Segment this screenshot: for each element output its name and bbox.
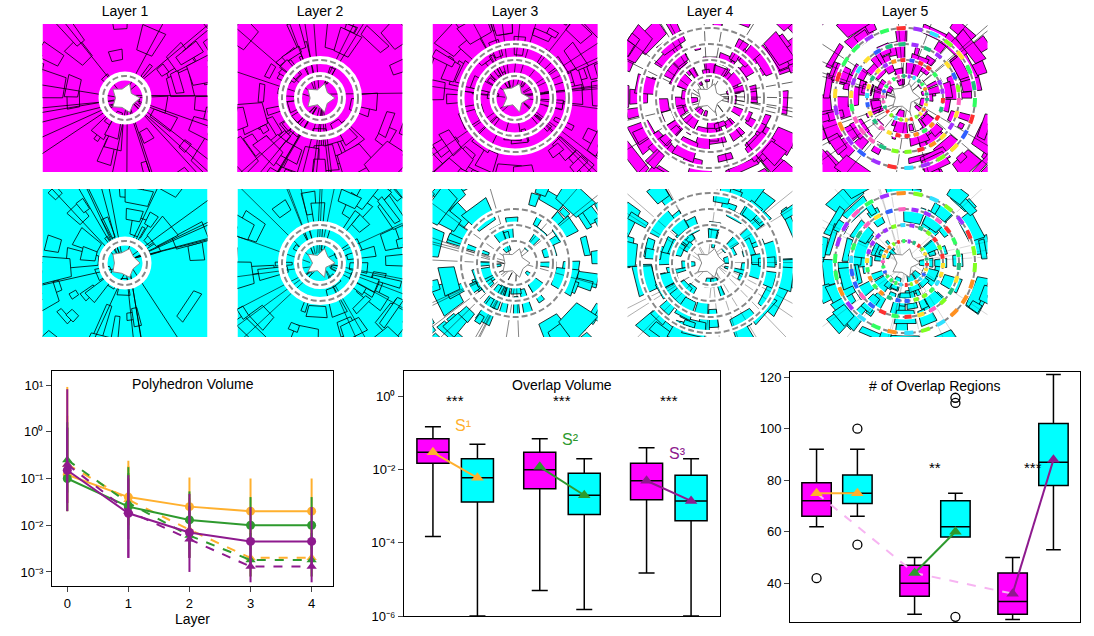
svg-text:Layer 1: Layer 1 [102,3,149,19]
svg-text:***: *** [446,392,464,409]
svg-text:3: 3 [247,596,254,611]
svg-text:1: 1 [125,596,132,611]
svg-text:Polyhedron Volume: Polyhedron Volume [132,376,254,392]
svg-text:10⁰: 10⁰ [376,389,395,404]
svg-text:10⁻⁴: 10⁻⁴ [371,535,395,550]
svg-text:10⁻³: 10⁻³ [21,564,44,579]
svg-text:***: *** [1024,459,1042,476]
svg-text:**: ** [929,459,941,476]
svg-text:Overlap Volume: Overlap Volume [512,377,612,393]
svg-text:S²: S² [562,431,579,448]
svg-text:0: 0 [64,596,71,611]
svg-text:10⁻²: 10⁻² [21,518,44,533]
svg-text:40: 40 [767,576,781,591]
svg-text:***: *** [553,392,571,409]
svg-text:# of Overlap Regions: # of Overlap Regions [869,378,1001,394]
svg-text:10⁻⁶: 10⁻⁶ [372,609,396,624]
svg-text:2: 2 [186,596,193,611]
svg-text:10¹: 10¹ [25,378,44,393]
svg-text:Layer 3: Layer 3 [492,3,539,19]
svg-text:10⁻²: 10⁻² [373,462,396,477]
svg-text:Layer 2: Layer 2 [297,3,344,19]
svg-text:4: 4 [308,596,315,611]
svg-text:60: 60 [767,524,781,539]
svg-text:S³: S³ [669,445,686,462]
svg-text:10⁻¹: 10⁻¹ [21,471,44,486]
svg-text:***: *** [660,392,678,409]
svg-text:80: 80 [767,473,781,488]
svg-text:S¹: S¹ [455,417,471,434]
svg-text:Layer 5: Layer 5 [882,3,929,19]
svg-text:100: 100 [760,421,782,436]
svg-text:Layer 4: Layer 4 [687,3,734,19]
svg-text:120: 120 [760,370,782,385]
svg-text:10⁰: 10⁰ [24,424,43,439]
svg-text:Layer: Layer [175,611,210,627]
